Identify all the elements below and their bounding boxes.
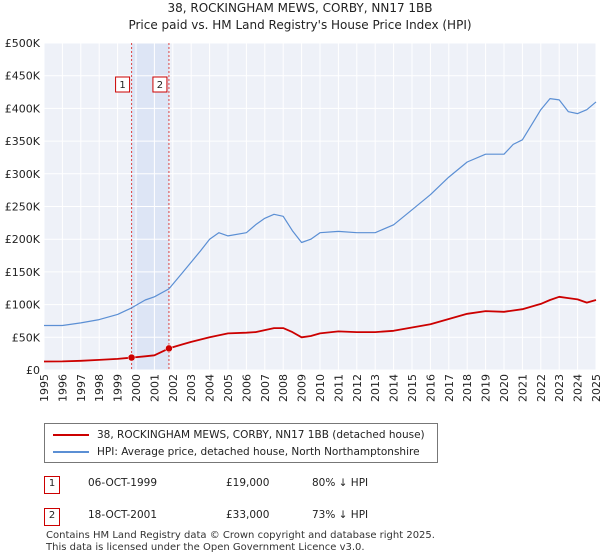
sale-hpi-diff: 73% ↓ HPI (312, 509, 369, 521)
footer-licence: This data is licensed under the Open Gov… (46, 542, 365, 553)
sale-number-badge: 2 (44, 508, 60, 526)
legend: 38, ROCKINGHAM MEWS, CORBY, NN17 1BB (de… (44, 423, 438, 463)
x-tick-label: 2007 (259, 374, 272, 402)
x-tick-label: 1995 (38, 374, 51, 402)
x-tick-label: 1999 (112, 374, 125, 402)
y-tick-label: £0 (26, 364, 40, 377)
x-tick-label: 2005 (222, 374, 235, 402)
sale-row: 1 06-OCT-1999 £19,000 80% ↓ HPI (44, 472, 564, 494)
x-tick-label: 2006 (240, 374, 253, 402)
x-tick-label: 2019 (480, 374, 493, 402)
x-tick-label: 2011 (332, 374, 345, 402)
x-tick-label: 2022 (535, 374, 548, 402)
x-tick-label: 2009 (296, 374, 309, 402)
y-tick-label: £100K (5, 299, 41, 312)
grid-lines (43, 42, 597, 371)
y-tick-label: £450K (5, 70, 41, 83)
legend-swatch-property (53, 434, 89, 436)
legend-label-property: 38, ROCKINGHAM MEWS, CORBY, NN17 1BB (de… (97, 429, 425, 441)
y-tick-label: £350K (5, 135, 41, 148)
x-tick-label: 2003 (185, 374, 198, 402)
sale-price: £33,000 (226, 509, 270, 521)
x-tick-label: 2020 (498, 374, 511, 402)
x-tick-label: 2004 (204, 374, 217, 402)
legend-swatch-hpi (53, 451, 89, 453)
sale-row: 2 18-OCT-2001 £33,000 73% ↓ HPI (44, 504, 564, 526)
sale-point (127, 353, 136, 362)
y-tick-label: £500K (5, 37, 41, 50)
x-tick-label: 2021 (516, 374, 529, 402)
y-tick-label: £300K (5, 168, 41, 181)
sale-label-box (115, 76, 131, 93)
x-tick-label: 2014 (388, 374, 401, 402)
x-tick-label: 2002 (167, 374, 180, 402)
x-tick-label: 1997 (75, 374, 88, 402)
x-tick-label: 2024 (572, 374, 585, 402)
series-lines (43, 97, 597, 363)
chart-title: 38, ROCKINGHAM MEWS, CORBY, NN17 1BB (167, 1, 433, 15)
x-tick-label: 2000 (130, 374, 143, 402)
sale-points (127, 344, 173, 362)
y-tick-label: £400K (5, 102, 41, 115)
x-tick-label: 2012 (351, 374, 364, 402)
x-tick-label: 2016 (424, 374, 437, 402)
x-tick-label: 2015 (406, 374, 419, 402)
price-chart: £0 £50K £100K £150K £200K £250K £300K £350K £400… (5, 37, 600, 402)
sale-number-badge: 1 (44, 476, 60, 494)
y-tick-label: £150K (5, 266, 41, 279)
sale-label-box (152, 76, 168, 93)
chart-subtitle: Price paid vs. HM Land Registry's House … (128, 18, 472, 32)
x-tick-label: 2001 (148, 374, 161, 402)
x-tick-label: 1998 (93, 374, 106, 402)
y-tick-label: £200K (5, 233, 41, 246)
legend-item-hpi: HPI: Average price, detached house, Nort… (53, 444, 420, 460)
x-axis: 1995 1996 1997 1998 1999 2000 2001 2002 2003 2004… (38, 374, 600, 402)
sale-date: 18-OCT-2001 (88, 509, 157, 521)
y-axis: £0 £50K £100K £150K £200K £250K £300K £350K £400… (5, 37, 41, 377)
sale-label-number: 1 (119, 80, 125, 91)
sale-hpi-diff: 80% ↓ HPI (312, 477, 369, 489)
x-tick-label: 2025 (590, 374, 600, 402)
x-tick-label: 2008 (277, 374, 290, 402)
legend-item-property: 38, ROCKINGHAM MEWS, CORBY, NN17 1BB (de… (53, 427, 425, 443)
x-tick-label: 2017 (443, 374, 456, 402)
y-tick-label: £50K (12, 331, 41, 344)
footer-copyright: Contains HM Land Registry data © Crown c… (46, 530, 435, 541)
sale-markers (131, 43, 170, 370)
sale-date: 06-OCT-1999 (88, 477, 157, 489)
x-tick-label: 1996 (56, 374, 69, 402)
sale-price: £19,000 (226, 477, 270, 489)
sale-point (165, 344, 173, 353)
x-tick-label: 2018 (461, 374, 474, 402)
x-tick-label: 2023 (553, 374, 566, 402)
property-price-line (43, 295, 597, 363)
hpi-line (44, 97, 597, 327)
x-tick-label: 2010 (314, 374, 327, 402)
footer: Contains HM Land Registry data © Crown c… (46, 530, 435, 554)
y-tick-label: £250K (5, 201, 41, 214)
x-tick-label: 2013 (369, 374, 382, 402)
sale-label-number: 2 (157, 80, 163, 91)
legend-label-hpi: HPI: Average price, detached house, Nort… (97, 446, 420, 458)
